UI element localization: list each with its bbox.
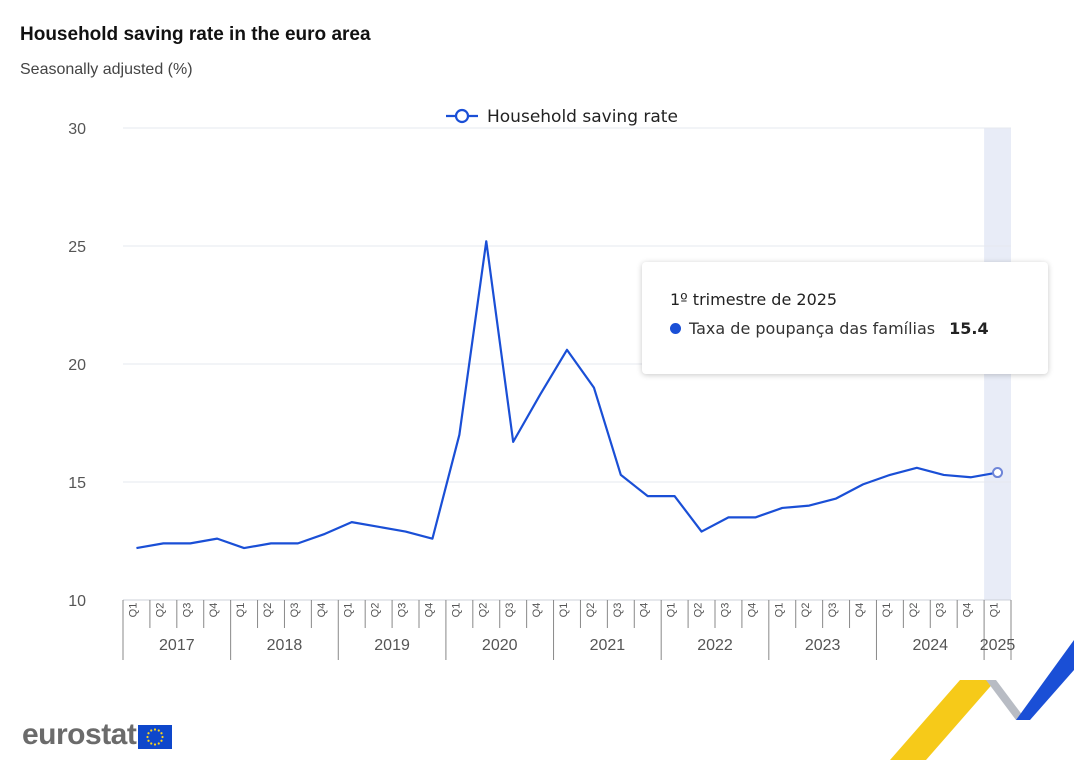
y-tick-label: 30	[68, 121, 86, 138]
x-tick-quarter: Q4	[854, 603, 866, 618]
eu-flag-icon	[138, 725, 173, 749]
x-tick-quarter: Q4	[531, 603, 543, 618]
eurostat-logo: eurostat	[22, 718, 173, 752]
x-tick-year: 2022	[697, 637, 733, 654]
x-tick-quarter: Q1	[127, 603, 139, 618]
x-tick-year: 2025	[980, 637, 1016, 654]
x-tick-year: 2024	[912, 637, 948, 654]
x-tick-quarter: Q2	[693, 603, 705, 618]
flag-star-icon	[150, 729, 153, 732]
y-tick-label: 10	[68, 593, 86, 610]
x-tick-quarter: Q2	[908, 603, 920, 618]
legend-label: Household saving rate	[487, 107, 678, 127]
x-tick-quarter: Q2	[262, 603, 274, 618]
flag-star-icon	[158, 742, 161, 745]
flag-star-icon	[147, 739, 150, 742]
x-tick-quarter: Q3	[397, 603, 409, 618]
x-tick-quarter: Q1	[881, 603, 893, 618]
x-tick-year: 2017	[159, 637, 195, 654]
decorative-ribbon-icon	[890, 640, 1074, 760]
y-tick-label: 25	[68, 239, 86, 256]
x-tick-year: 2019	[374, 637, 410, 654]
x-tick-quarter: Q2	[370, 603, 382, 618]
x-tick-quarter: Q4	[208, 603, 220, 618]
x-tick-quarter: Q4	[316, 603, 328, 618]
x-tick-quarter: Q3	[827, 603, 839, 618]
legend-marker-icon	[454, 108, 470, 124]
data-tooltip: 1º trimestre de 2025 Taxa de poupança da…	[642, 262, 1048, 374]
x-tick-quarter: Q2	[585, 603, 597, 618]
tooltip-series-label: Taxa de poupança das famílias	[689, 319, 936, 338]
x-tick-quarter: Q3	[719, 603, 731, 618]
flag-star-icon	[147, 732, 150, 735]
tooltip-row: Taxa de poupança das famílias 15.4	[670, 319, 1048, 338]
y-tick-label: 15	[68, 475, 86, 492]
x-tick-quarter: Q3	[612, 603, 624, 618]
flag-star-icon	[154, 743, 157, 746]
x-tick-quarter: Q3	[181, 603, 193, 618]
flag-star-icon	[160, 732, 163, 735]
flag-star-icon	[150, 742, 153, 745]
x-tick-year: 2023	[805, 637, 841, 654]
x-tick-quarter: Q1	[235, 603, 247, 618]
x-tick-year: 2018	[267, 637, 303, 654]
tooltip-value: 15.4	[949, 319, 989, 338]
logo-text: eurostat	[22, 718, 137, 751]
x-tick-quarter: Q3	[504, 603, 516, 618]
x-tick-quarter: Q4	[746, 603, 758, 618]
x-tick-quarter: Q4	[639, 603, 651, 618]
chart-subtitle: Seasonally adjusted (%)	[20, 61, 193, 78]
flag-star-icon	[146, 735, 149, 739]
chart-title: Household saving rate in the euro area	[20, 24, 371, 45]
x-tick-quarter: Q4	[423, 603, 435, 618]
x-tick-quarter: Q1	[989, 603, 1001, 618]
x-tick-quarter: Q2	[477, 603, 489, 618]
x-tick-quarter: Q1	[343, 603, 355, 618]
x-tick-year: 2021	[590, 637, 626, 654]
flag-star-icon	[160, 739, 163, 742]
flag-star-icon	[154, 728, 157, 731]
x-tick-quarter: Q2	[800, 603, 812, 618]
flag-star-icon	[158, 729, 161, 732]
tooltip-series-dot	[670, 323, 681, 334]
x-tick-quarter: Q3	[289, 603, 301, 618]
x-tick-quarter: Q1	[773, 603, 785, 618]
x-tick-quarter: Q1	[666, 603, 678, 618]
x-tick-quarter: Q1	[450, 603, 462, 618]
flag-star-icon	[161, 735, 164, 739]
x-tick-quarter: Q4	[962, 603, 974, 618]
x-tick-year: 2020	[482, 637, 518, 654]
x-tick-quarter: Q2	[154, 603, 166, 618]
x-tick-quarter: Q3	[935, 603, 947, 618]
highlighted-point	[992, 467, 1004, 479]
x-tick-quarter: Q1	[558, 603, 570, 618]
tooltip-period: 1º trimestre de 2025	[670, 290, 838, 309]
y-tick-label: 20	[68, 357, 86, 374]
